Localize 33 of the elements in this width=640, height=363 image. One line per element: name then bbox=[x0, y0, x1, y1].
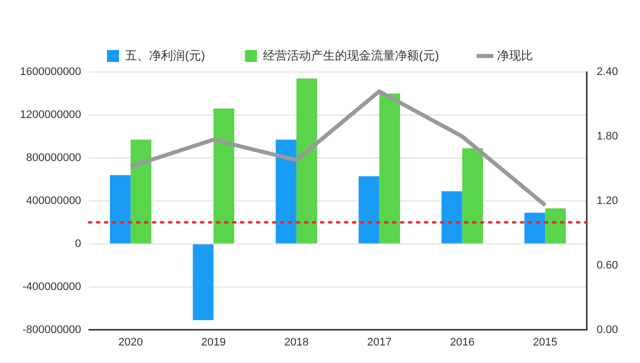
legend-label: 经营活动产生的现金流量净额(元) bbox=[263, 48, 439, 62]
y-tick-label: 800000000 bbox=[26, 152, 82, 164]
bar bbox=[442, 191, 462, 244]
bar bbox=[214, 108, 234, 244]
bar bbox=[545, 208, 566, 244]
bar bbox=[110, 175, 131, 244]
y-tick-label: -400000000 bbox=[22, 280, 82, 293]
bar bbox=[296, 78, 318, 244]
legend-label: 净现比 bbox=[496, 48, 533, 62]
bar bbox=[130, 140, 152, 244]
y-tick-label: 400000000 bbox=[26, 194, 82, 207]
y2-tick-label: 2.40 bbox=[596, 66, 618, 78]
y-tick-label: 0 bbox=[75, 238, 82, 250]
bar bbox=[524, 212, 546, 244]
x-tick-label: 2018 bbox=[284, 336, 309, 348]
bar bbox=[358, 176, 380, 244]
bar bbox=[276, 140, 296, 244]
y-tick-label: 1200000000 bbox=[20, 109, 82, 121]
x-tick-label: 2020 bbox=[118, 336, 143, 348]
y-tick-label: -800000000 bbox=[22, 324, 82, 336]
y2-tick-label: 1.80 bbox=[596, 130, 618, 142]
y2-tick-label: 0.00 bbox=[596, 324, 618, 336]
legend-label: 五、净利润(元) bbox=[125, 48, 206, 62]
bar bbox=[192, 244, 214, 320]
y2-tick-label: 1.20 bbox=[596, 194, 618, 207]
bar bbox=[462, 148, 483, 244]
y2-tick-label: 0.60 bbox=[596, 259, 618, 272]
bar bbox=[379, 93, 400, 244]
x-tick-label: 2019 bbox=[201, 336, 226, 348]
x-tick-label: 2016 bbox=[450, 336, 474, 348]
y-tick-label: 1600000000 bbox=[20, 66, 82, 78]
x-tick-label: 2017 bbox=[367, 336, 392, 348]
x-tick-label: 2015 bbox=[532, 336, 558, 348]
